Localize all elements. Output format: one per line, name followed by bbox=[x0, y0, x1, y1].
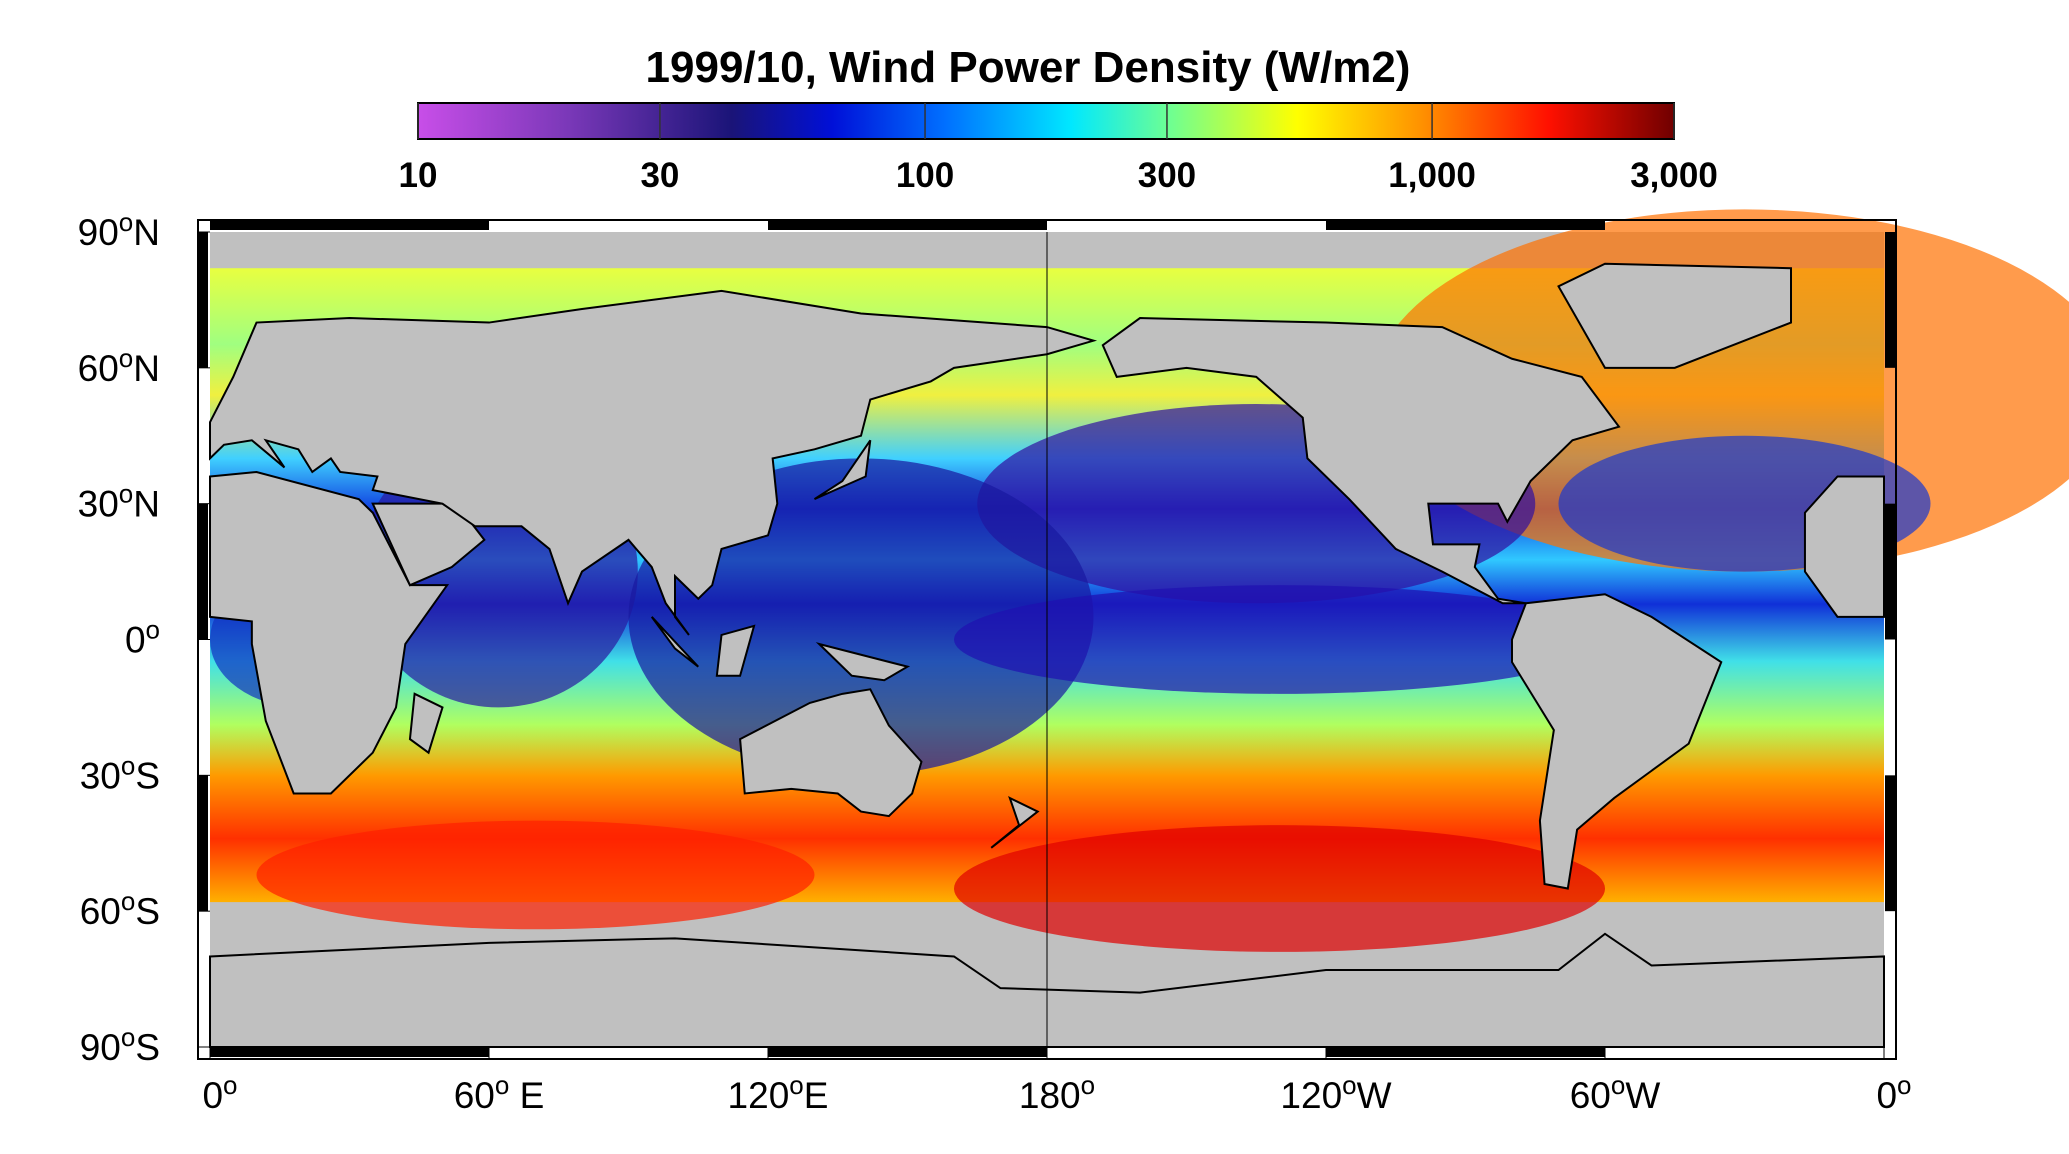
lon-label-hemisphere: W bbox=[1625, 1075, 1660, 1116]
lat-label-number: 30 bbox=[78, 484, 119, 525]
degree-mark: o bbox=[1611, 1070, 1625, 1100]
frame-segment bbox=[768, 1047, 1047, 1057]
degree-mark: o bbox=[121, 886, 135, 916]
lat-label-number: 90 bbox=[78, 212, 119, 253]
colorbar-tick-label: 100 bbox=[896, 156, 954, 195]
lat-label: 60oS bbox=[80, 886, 160, 932]
lat-label-hemisphere: S bbox=[135, 755, 160, 796]
lon-label: 0o bbox=[202, 1070, 237, 1116]
lat-label-number: 30 bbox=[80, 755, 121, 796]
lat-label-hemisphere: S bbox=[135, 891, 160, 932]
lat-label: 30oN bbox=[78, 479, 160, 525]
lon-label-hemisphere: E bbox=[804, 1075, 829, 1116]
title: 1999/10, Wind Power Density (W/m2) bbox=[646, 43, 1411, 92]
colorbar-tick-label: 300 bbox=[1138, 156, 1196, 195]
lon-label-number: 60 bbox=[454, 1075, 495, 1116]
lat-label: 90oS bbox=[80, 1022, 160, 1068]
lon-label: 180o bbox=[1019, 1070, 1095, 1116]
lat-label-number: 60 bbox=[80, 891, 121, 932]
frame-segment bbox=[1885, 232, 1895, 368]
degree-mark: o bbox=[119, 343, 133, 373]
degree-mark: o bbox=[121, 750, 135, 780]
ocean-pattern bbox=[954, 825, 1605, 952]
frame-segment bbox=[1326, 220, 1605, 230]
colorbar-tick-label: 30 bbox=[640, 156, 679, 195]
lat-label: 90oN bbox=[78, 207, 160, 253]
lat-label-number: 90 bbox=[80, 1027, 121, 1068]
lat-label-hemisphere: N bbox=[133, 348, 160, 389]
lat-label-hemisphere: N bbox=[133, 212, 160, 253]
lon-label: 120oW bbox=[1280, 1070, 1391, 1116]
lon-label-number: 0 bbox=[202, 1075, 223, 1116]
degree-mark: o bbox=[1342, 1070, 1356, 1100]
colorbar-tick-label: 10 bbox=[399, 156, 438, 195]
lat-label: 30oS bbox=[80, 750, 160, 796]
lat-label-hemisphere: S bbox=[135, 1027, 160, 1068]
colorbar-tick-label: 1,000 bbox=[1388, 156, 1476, 195]
lon-label-hemisphere: W bbox=[1357, 1075, 1392, 1116]
degree-mark: o bbox=[789, 1070, 803, 1100]
lat-label-number: 0 bbox=[125, 620, 146, 661]
frame-segment bbox=[198, 775, 208, 911]
lat-label-hemisphere: N bbox=[133, 484, 160, 525]
degree-mark: o bbox=[1081, 1070, 1095, 1100]
lat-label-number: 60 bbox=[78, 348, 119, 389]
degree-mark: o bbox=[223, 1070, 237, 1100]
degree-mark: o bbox=[495, 1070, 509, 1100]
degree-mark: o bbox=[1897, 1070, 1911, 1100]
frame-segment bbox=[768, 220, 1047, 230]
degree-mark: o bbox=[146, 615, 160, 645]
frame-segment bbox=[210, 1047, 489, 1057]
frame-segment bbox=[1885, 775, 1895, 911]
ocean-pattern bbox=[257, 821, 815, 930]
lon-label-number: 120 bbox=[728, 1075, 790, 1116]
frame-segment bbox=[198, 232, 208, 368]
lat-label: 60oN bbox=[78, 343, 160, 389]
frame-segment bbox=[210, 220, 489, 230]
lon-label-number: 180 bbox=[1019, 1075, 1081, 1116]
lon-label-number: 0 bbox=[1876, 1075, 1897, 1116]
lon-label-number: 120 bbox=[1280, 1075, 1342, 1116]
frame-segment bbox=[1885, 504, 1895, 640]
lon-label-number: 60 bbox=[1570, 1075, 1611, 1116]
lon-label: 60o E bbox=[454, 1070, 545, 1116]
lon-label: 0o bbox=[1876, 1070, 1911, 1116]
frame-segment bbox=[1326, 1047, 1605, 1057]
degree-mark: o bbox=[119, 207, 133, 237]
lon-label: 60oW bbox=[1570, 1070, 1661, 1116]
degree-mark: o bbox=[119, 479, 133, 509]
colorbar bbox=[418, 103, 1674, 139]
lon-label: 120oE bbox=[728, 1070, 829, 1116]
frame-segment bbox=[198, 504, 208, 640]
degree-mark: o bbox=[121, 1022, 135, 1052]
colorbar-tick-label: 3,000 bbox=[1630, 156, 1718, 195]
lon-label-hemisphere: E bbox=[509, 1075, 544, 1116]
lat-label: 0o bbox=[125, 615, 160, 661]
